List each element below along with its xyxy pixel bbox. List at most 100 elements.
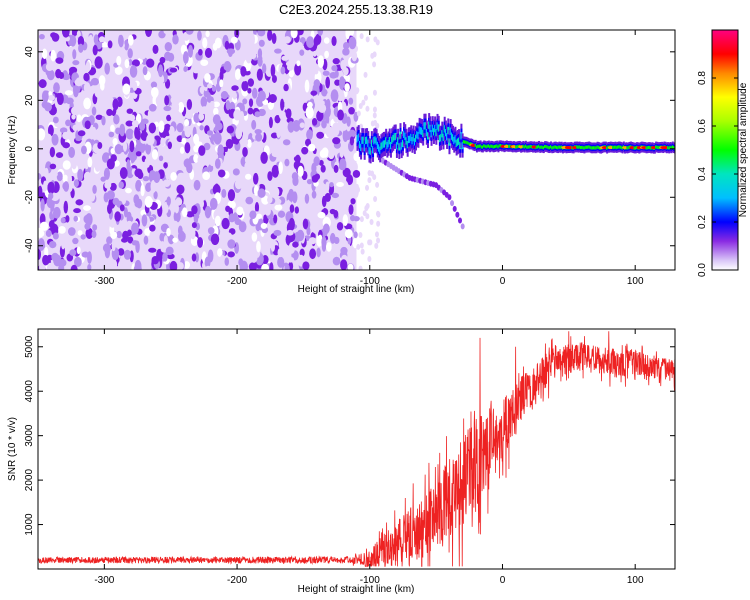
noise-cell <box>64 54 71 67</box>
carrier-band <box>444 129 447 137</box>
carrier-band <box>495 144 498 148</box>
noise-cell <box>232 91 237 100</box>
carrier-band <box>477 144 480 148</box>
noise-cell <box>163 235 168 245</box>
noise-cell <box>62 142 70 149</box>
noise-cell <box>267 30 273 41</box>
carrier-band <box>401 139 404 148</box>
carrier-band <box>370 139 373 147</box>
noise-cell <box>150 81 158 89</box>
noise-cell <box>40 221 49 231</box>
noise-cell <box>79 187 88 200</box>
carrier-band <box>398 143 401 151</box>
noise-cell <box>289 204 295 213</box>
noise-cell <box>63 200 69 214</box>
noise-cell <box>317 55 325 68</box>
noise-cell <box>53 82 60 94</box>
carrier-band <box>442 133 445 141</box>
carrier-band <box>399 131 402 139</box>
carrier-band <box>362 136 365 144</box>
carrier-band <box>548 146 551 150</box>
noise-cell <box>353 231 358 239</box>
noise-cell <box>342 129 349 142</box>
carrier-band <box>542 146 545 150</box>
noise-cell <box>362 210 367 217</box>
carrier-band <box>668 146 671 150</box>
carrier-band <box>406 140 409 149</box>
y-tick-label: 3000 <box>24 424 35 447</box>
carrier-band <box>460 132 463 140</box>
carrier-band <box>497 145 500 149</box>
noise-cell <box>117 241 126 251</box>
noise-cell <box>163 162 168 169</box>
noise-cell <box>207 227 215 235</box>
noise-cell <box>280 98 285 111</box>
noise-cell <box>373 195 378 202</box>
noise-cell <box>164 42 173 52</box>
noise-cell <box>102 97 110 108</box>
noise-cell <box>257 30 266 37</box>
colorbar-tick-label: 0.2 <box>697 215 708 229</box>
noise-cell <box>47 95 55 101</box>
carrier-band <box>392 135 395 143</box>
noise-cell <box>134 259 142 270</box>
noise-cell <box>215 122 223 131</box>
noise-cell <box>321 120 327 129</box>
noise-cell <box>163 30 171 35</box>
noise-cell <box>125 128 134 140</box>
noise-cell <box>197 236 204 248</box>
carrier-band <box>430 130 433 138</box>
noise-cell <box>199 199 205 208</box>
noise-cell <box>145 142 152 155</box>
noise-cell <box>188 44 194 58</box>
noise-cell <box>83 82 91 94</box>
noise-cell <box>159 56 166 64</box>
noise-cell <box>350 198 356 205</box>
noise-cell <box>220 91 229 100</box>
noise-cell <box>176 122 184 133</box>
noise-cell <box>173 210 181 223</box>
noise-cell <box>38 207 41 217</box>
noise-cell <box>336 221 344 231</box>
noise-cell <box>294 206 300 214</box>
carrier-band <box>422 129 425 138</box>
noise-cell <box>312 50 317 57</box>
carrier-band <box>453 136 456 145</box>
noise-cell <box>271 186 280 199</box>
noise-cell <box>83 97 92 110</box>
noise-cell <box>226 125 235 134</box>
noise-cell <box>142 176 150 182</box>
noise-cell <box>38 128 46 141</box>
noise-cell <box>169 67 178 73</box>
x-tick-label: -200 <box>227 575 247 586</box>
noise-cell <box>72 124 78 132</box>
carrier-band <box>374 136 377 144</box>
plot-frame <box>37 29 676 271</box>
noise-cell <box>220 254 225 262</box>
noise-cell <box>158 64 164 78</box>
noise-cell <box>106 158 115 170</box>
noise-cell <box>286 63 294 71</box>
noise-cell <box>67 173 73 186</box>
noise-cell <box>324 50 329 59</box>
noise-cell <box>116 55 122 66</box>
noise-cell <box>345 30 350 40</box>
noise-cell <box>352 169 361 178</box>
noise-cell <box>237 30 245 38</box>
noise-cell <box>101 152 109 163</box>
carrier-band <box>618 145 621 149</box>
noise-cell <box>313 36 319 47</box>
noise-cell <box>153 171 161 184</box>
noise-cell <box>340 59 347 71</box>
noise-cell <box>41 156 46 166</box>
noise-cell <box>50 49 57 62</box>
noise-cell <box>113 171 122 184</box>
carrier-band <box>612 145 615 149</box>
noise-cell <box>358 265 363 270</box>
carrier-band <box>397 137 400 145</box>
noise-cell <box>41 90 49 103</box>
noise-cell <box>66 198 73 212</box>
noise-cell <box>191 253 197 262</box>
noise-cell <box>101 130 106 138</box>
carrier-band <box>646 146 649 150</box>
